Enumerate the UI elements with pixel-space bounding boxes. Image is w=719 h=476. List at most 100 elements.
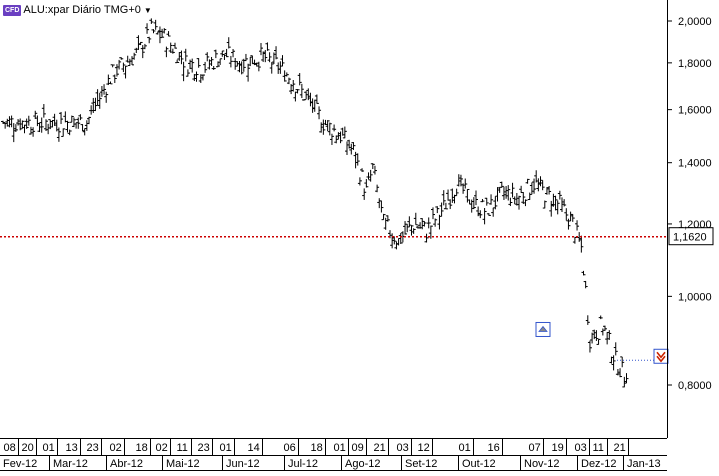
ohlc-bar — [302, 99, 306, 101]
ohlc-bar — [587, 340, 592, 353]
ohlc-bar — [78, 114, 83, 121]
ohlc-bar — [557, 190, 562, 200]
ohlc-bar — [458, 174, 463, 187]
ohlc-bar — [123, 65, 128, 79]
ohlc-bar — [607, 330, 612, 340]
ohlc-bar — [102, 84, 107, 95]
ohlc-bar — [325, 120, 330, 132]
ohlc-bar — [265, 42, 270, 51]
ohlc-bar — [71, 117, 76, 128]
ohlc-bar — [231, 48, 236, 58]
ohlc-bar — [493, 196, 498, 210]
ohlc-bar — [465, 188, 470, 203]
ohlc-bar — [59, 111, 64, 125]
ohlc-bar — [594, 330, 599, 341]
ohlc-bar — [379, 200, 384, 213]
price-tick-label: 1,4000 — [678, 158, 712, 170]
ohlc-bar — [547, 185, 552, 195]
ohlc-bar — [263, 50, 268, 63]
ohlc-bar — [239, 61, 244, 75]
ohlc-bar — [39, 117, 44, 133]
price-axis[interactable]: 2,0000 1,8000 1,6000 1,4000 1,2000 1,0000 0,80… — [667, 0, 712, 438]
ohlc-bar — [130, 56, 134, 66]
instrument-title[interactable]: ALU:xpar Diário TMG+0 — [23, 4, 141, 16]
trade-signals[interactable] — [535, 321, 669, 364]
day-label: 01 — [220, 442, 232, 454]
ohlc-bar — [224, 48, 229, 58]
ohlc-bar — [87, 116, 91, 125]
ohlc-bar — [153, 19, 158, 30]
price-tick-label: 1,8000 — [678, 58, 712, 70]
ohlc-bar — [562, 199, 567, 207]
ohlc-bar — [314, 94, 319, 104]
ohlc-bar — [540, 180, 545, 191]
ohlc-bar — [24, 118, 29, 129]
ohlc-bar — [259, 43, 263, 56]
ohlc-bar — [613, 342, 618, 356]
ohlc-bar — [162, 28, 167, 34]
sell-signal-icon[interactable] — [617, 348, 669, 364]
ohlc-bar — [351, 142, 356, 150]
ohlc-bar — [1, 120, 5, 124]
ohlc-bar — [243, 53, 248, 62]
ohlc-bar — [280, 55, 285, 67]
ohlc-bar — [342, 126, 347, 139]
ohlc-bar — [355, 153, 360, 166]
ohlc-bar — [284, 72, 289, 77]
ohlc-bar — [147, 36, 152, 44]
ohlc-bar — [205, 52, 210, 62]
last-price-value: 1,1620 — [673, 232, 707, 244]
day-label: 14 — [248, 442, 260, 454]
ohlc-bar — [431, 207, 435, 220]
ohlc-bar — [228, 55, 233, 68]
ohlc-bar — [20, 120, 25, 129]
buy-signal-icon[interactable] — [535, 321, 551, 337]
ohlc-bar — [106, 74, 111, 86]
ohlc-bar — [97, 92, 102, 109]
last-price-tag: 1,1620 — [668, 227, 714, 246]
ohlc-bar — [362, 188, 367, 200]
day-label: 11 — [177, 442, 188, 454]
ohlc-bar — [142, 43, 147, 50]
ohlc-bar — [108, 81, 113, 85]
ohlc-bar — [484, 197, 489, 206]
ohlc-bar — [338, 131, 343, 144]
caret-down-icon[interactable]: ▼ — [143, 5, 152, 15]
day-label: 12 — [418, 442, 430, 454]
day-label: 13 — [66, 442, 78, 454]
ohlc-bar — [321, 119, 326, 135]
ohlc-bar — [463, 178, 468, 189]
ohlc-bar — [428, 225, 433, 239]
month-label: Mai-12 — [166, 458, 200, 470]
day-label: 03 — [575, 442, 587, 454]
time-axis[interactable]: 08 20 01 13 23 02 18 02 11 23 01 14 06 18 01 09 21 03 12 01… — [0, 438, 667, 471]
ohlc-bar — [200, 74, 205, 81]
ohlc-bar — [392, 236, 397, 245]
ohlc-bar — [274, 46, 279, 60]
ohlc-bar — [443, 202, 448, 210]
month-label: Jun-12 — [226, 458, 260, 470]
day-label: 21 — [374, 442, 386, 454]
ohlc-bar — [611, 355, 616, 371]
day-label: 18 — [136, 442, 148, 454]
month-label: Abr-12 — [110, 458, 143, 470]
chart-header[interactable]: CFD ALU:xpar Diário TMG+0 ▼ — [3, 3, 152, 17]
ohlc-bar — [256, 61, 261, 72]
day-label: 01 — [334, 442, 346, 454]
day-label: 23 — [87, 442, 99, 454]
ohlc-bar — [26, 115, 31, 126]
day-label: 19 — [552, 442, 564, 454]
day-label: 01 — [43, 442, 55, 454]
ohlc-bar — [317, 106, 322, 120]
ohlc-bar — [220, 50, 225, 57]
ohlc-bar — [385, 215, 390, 222]
ohlc-bar — [435, 206, 440, 214]
ohlc-bar — [295, 89, 300, 94]
ohlc-bar — [489, 194, 494, 205]
price-tick-label: 0,8000 — [678, 380, 712, 392]
ohlc-bar — [151, 29, 156, 34]
ohlc-bar — [65, 120, 70, 133]
ohlc-bar — [173, 42, 177, 49]
